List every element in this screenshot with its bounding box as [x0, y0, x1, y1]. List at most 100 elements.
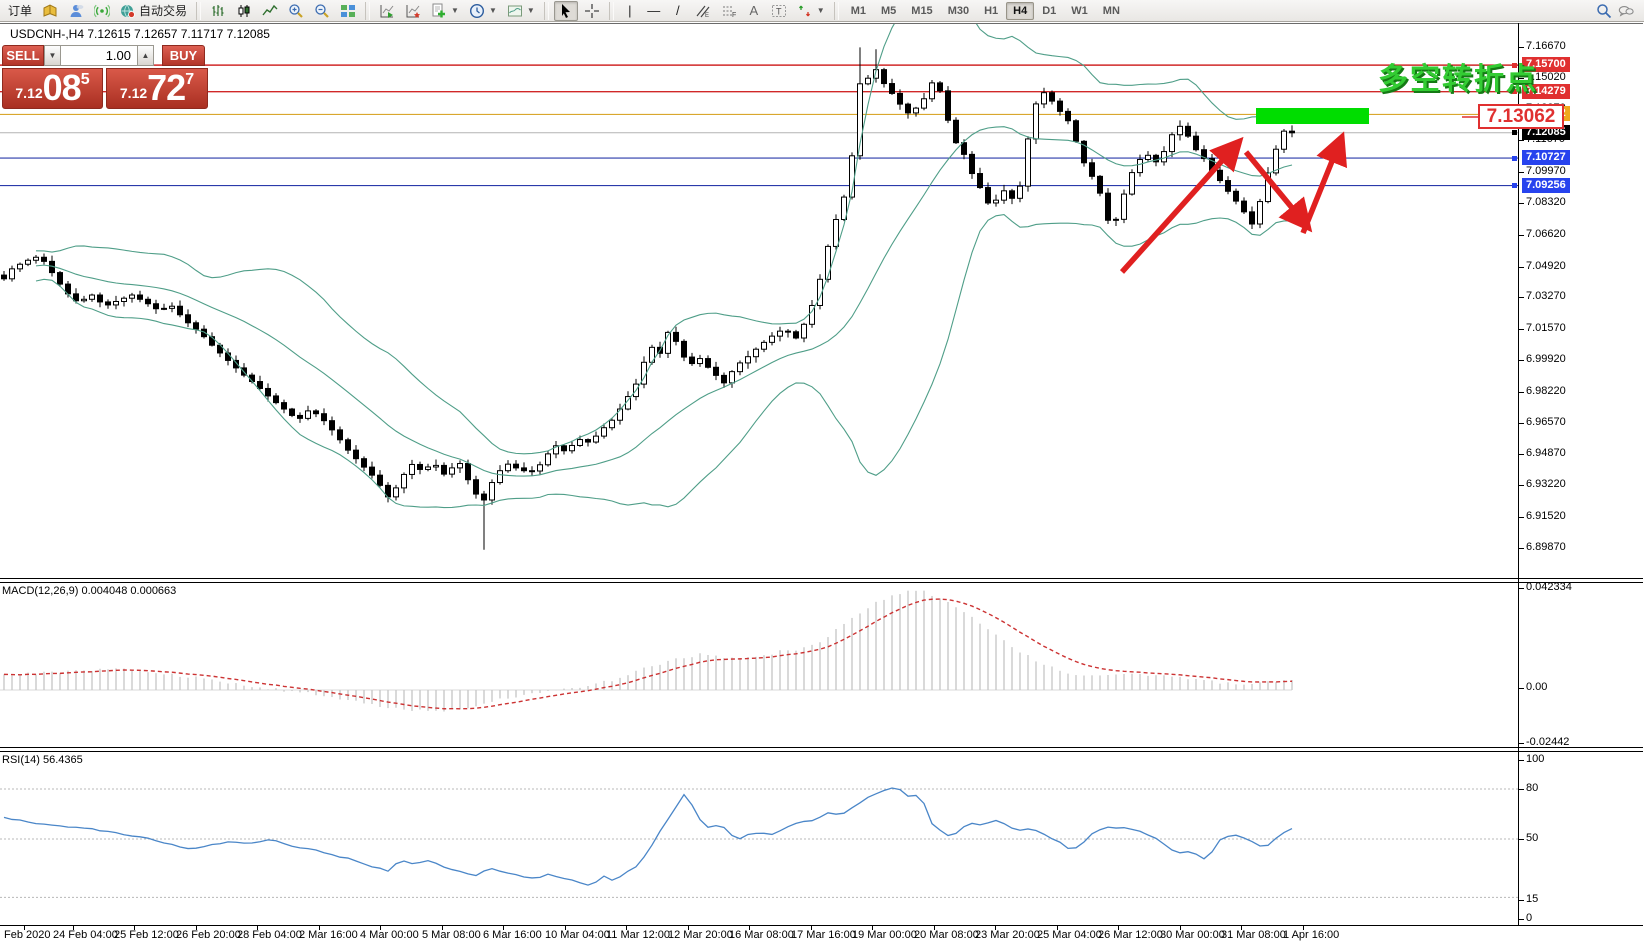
svg-text:E: E: [705, 13, 709, 19]
bar-chart-mode-button[interactable]: [206, 1, 230, 21]
timeframe-button-m1[interactable]: M1: [850, 4, 866, 17]
volume-decrease-button[interactable]: ▼: [44, 45, 61, 66]
sell-button[interactable]: SELL: [2, 45, 44, 66]
clock-icon: [469, 3, 484, 18]
rsi-tick-label: 15: [1526, 893, 1539, 905]
time-label: 6 Mar 16:00: [483, 929, 542, 941]
timeframe-button-m5[interactable]: M5: [881, 4, 897, 17]
add-indicator-icon: [432, 3, 446, 17]
label-tool[interactable]: T: [767, 1, 791, 21]
templates-button[interactable]: ▼: [503, 1, 539, 21]
time-tick: [319, 926, 320, 930]
autotrading-label: 自动交易: [139, 4, 188, 18]
time-tick: [196, 926, 197, 930]
toolbar-right-group: [1596, 3, 1640, 19]
add-indicator-button[interactable]: ▼: [427, 1, 463, 21]
timeframe-button-mn[interactable]: MN: [1102, 4, 1120, 17]
indicator-window-icon: [380, 4, 394, 18]
ohlc-bars-icon: [212, 4, 224, 16]
book-icon: [43, 3, 57, 17]
time-label: 23 Mar 20:00: [975, 929, 1040, 941]
price-tick-label: 7.16670: [1526, 40, 1566, 52]
chat-icon[interactable]: [1618, 3, 1634, 19]
one-click-trading-widget: SELL ▼ ▲ BUY 7.12 08 5 7.12 72 7: [2, 45, 208, 109]
macd-tick-label: -0.02442: [1526, 736, 1570, 748]
timeframe-button-h1[interactable]: H1: [984, 4, 999, 17]
time-tick: [380, 926, 381, 930]
community-button[interactable]: [64, 1, 88, 21]
macd-pane[interactable]: [0, 582, 1643, 748]
tile-windows-button[interactable]: [336, 1, 360, 21]
sell-price-prefix: 7.12: [15, 85, 43, 101]
price-tick: [1519, 297, 1524, 299]
text-tool[interactable]: A: [743, 1, 765, 21]
cursor-icon: [561, 3, 570, 18]
rsi-tick-label: 0: [1526, 912, 1533, 924]
arrows-tool[interactable]: ▼: [793, 1, 829, 21]
zoom-out-button[interactable]: [310, 1, 334, 21]
new-order-button[interactable]: 订单: [4, 1, 36, 21]
toolbar-separator: [608, 1, 614, 20]
crosshair-tool-button[interactable]: [580, 1, 604, 21]
timeframe-button-m30[interactable]: M30: [947, 4, 970, 17]
toolbar-separator: [833, 1, 839, 20]
price-tick-label: 7.06620: [1526, 227, 1566, 240]
time-tick: [257, 926, 258, 930]
dropdown-arrow-icon: ▼: [451, 6, 459, 15]
time-tick: [688, 926, 689, 930]
timeframe-button-m15[interactable]: M15: [911, 4, 933, 17]
indicator-properties-button[interactable]: [401, 1, 425, 21]
price-tick-label: 6.98220: [1526, 384, 1566, 397]
volume-input[interactable]: [61, 45, 137, 66]
level-line-marker: [1512, 155, 1517, 161]
timeframe-button-h4[interactable]: H4: [1006, 1, 1035, 20]
sell-price-box[interactable]: 7.12 08 5: [2, 68, 103, 109]
toolbar-separator: [543, 1, 549, 20]
price-tick: [1519, 454, 1524, 456]
timeframe-button-w1[interactable]: W1: [1071, 4, 1088, 17]
price-callout-label: 7.13062: [1478, 104, 1564, 129]
signal-icon: [94, 4, 111, 17]
arrows-icon: [798, 5, 810, 16]
line-chart-mode-button[interactable]: [258, 1, 282, 21]
turning-point-annotation: 多空转折点: [1378, 63, 1538, 96]
macd-tick-label: 0.042334: [1526, 581, 1572, 593]
rsi-tick-label: 100: [1526, 753, 1545, 765]
candlestick-mode-button[interactable]: [232, 1, 256, 21]
time-label: 16 Mar 08:00: [729, 929, 794, 941]
time-tick: [503, 926, 504, 930]
buy-price-box[interactable]: 7.12 72 7: [106, 68, 208, 109]
autotrading-globe-icon: [121, 4, 135, 18]
search-icon[interactable]: [1596, 3, 1612, 19]
autotrading-button[interactable]: 自动交易: [116, 1, 191, 21]
volume-increase-button[interactable]: ▲: [137, 45, 154, 66]
horizontal-line-icon: —: [647, 2, 661, 18]
toolbar-separator: [196, 1, 202, 20]
time-axis[interactable]: [0, 926, 1644, 943]
price-tick: [1519, 517, 1524, 519]
dropdown-arrow-icon: ▼: [488, 6, 497, 15]
level-line-marker: [1512, 183, 1517, 189]
indicator-window-button[interactable]: [375, 1, 399, 21]
fibonacci-tool[interactable]: F: [717, 1, 741, 21]
time-tick: [811, 926, 812, 930]
buy-button[interactable]: BUY: [162, 45, 205, 66]
zoom-in-button[interactable]: [284, 1, 308, 21]
macd-tick: [1519, 743, 1524, 744]
price-level-badge: 7.15700: [1522, 57, 1570, 73]
periods-button[interactable]: ▼: [465, 1, 501, 21]
market-book-icon[interactable]: [38, 1, 62, 21]
buy-price-sup: 7: [185, 71, 195, 88]
channel-tool[interactable]: E: [691, 1, 715, 21]
horizontal-line-tool[interactable]: —: [643, 1, 665, 21]
vertical-line-tool[interactable]: |: [619, 1, 641, 21]
time-tick: [1180, 926, 1181, 930]
trendline-tool[interactable]: /: [667, 1, 689, 21]
time-tick: [73, 926, 74, 930]
time-label: Feb 2020: [4, 929, 51, 941]
time-label: 26 Mar 12:00: [1098, 929, 1163, 941]
cursor-tool-button[interactable]: [553, 0, 578, 21]
timeframe-button-d1[interactable]: D1: [1042, 4, 1057, 17]
price-tick: [1519, 172, 1524, 174]
broadcast-button[interactable]: [90, 1, 114, 21]
